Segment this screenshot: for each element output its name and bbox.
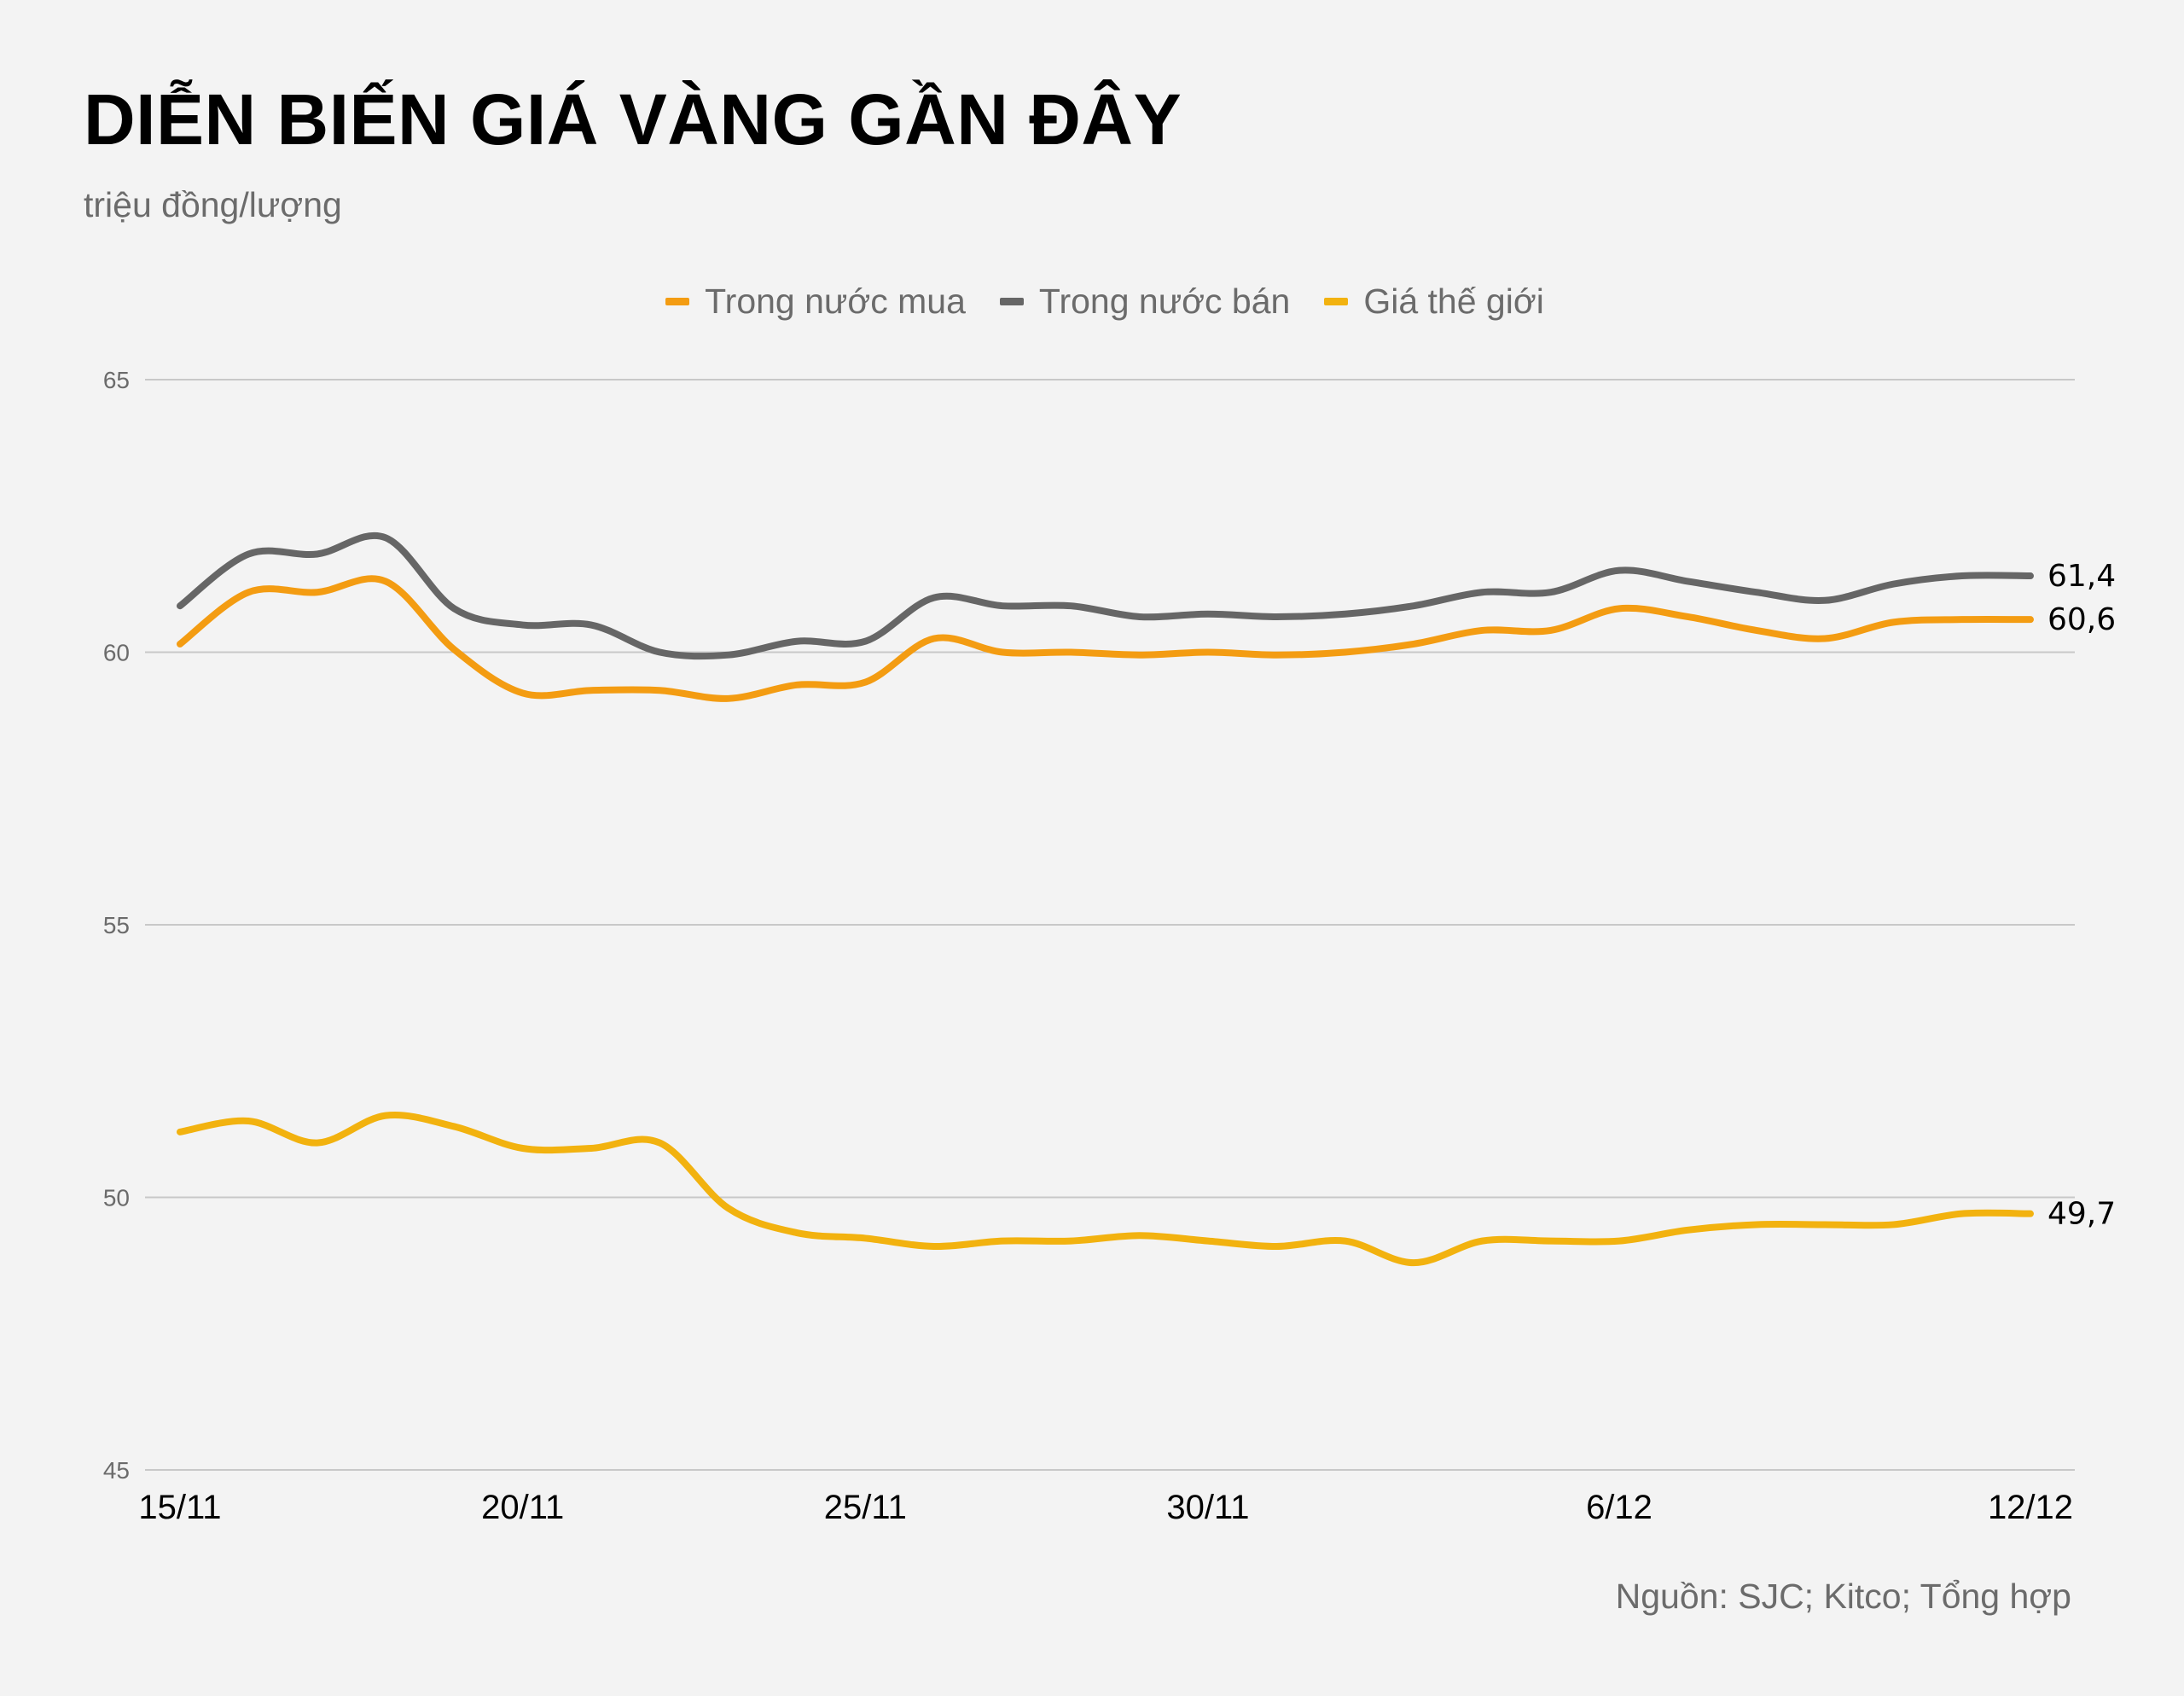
y-tick-label: 60 — [103, 640, 130, 666]
y-axis-ticks: 45 50 55 60 65 — [103, 367, 130, 1484]
x-tick-label: 6/12 — [1586, 1489, 1653, 1526]
x-tick-label: 25/11 — [824, 1489, 907, 1526]
x-axis-ticks: 15/11 20/11 25/11 30/11 6/12 12/12 — [138, 1489, 2073, 1526]
source-note: Nguồn: SJC; Kitco; Tổng hợp — [1615, 1577, 2071, 1616]
gridlines — [145, 379, 2075, 1471]
chart-subtitle: triệu đồng/lượng — [84, 185, 342, 224]
end-label-sell: 61,4 — [2048, 559, 2116, 594]
legend-swatch-world — [1324, 298, 1349, 305]
legend-label-buy: Trong nước mua — [705, 282, 966, 321]
x-tick-label: 30/11 — [1166, 1489, 1249, 1526]
end-label-buy: 60,6 — [2048, 602, 2116, 637]
legend-swatch-sell — [999, 298, 1024, 305]
series-line-sell — [177, 531, 2034, 660]
y-tick-label: 45 — [103, 1457, 130, 1484]
x-tick-label: 15/11 — [138, 1489, 221, 1526]
end-labels: 49,7 60,6 61,4 — [2048, 559, 2116, 1232]
y-tick-label: 50 — [103, 1185, 130, 1211]
x-tick-label: 12/12 — [1988, 1489, 2073, 1526]
legend-item-buy: Trong nước mua — [665, 282, 966, 322]
x-tick-label: 20/11 — [481, 1489, 564, 1526]
legend-label-world: Giá thế giới — [1363, 282, 1544, 321]
legend-item-world: Giá thế giới — [1324, 282, 1544, 322]
legend-swatch-buy — [665, 298, 690, 305]
series-line-world — [177, 1112, 2034, 1267]
series-lines — [177, 531, 2034, 1267]
series-line-buy — [177, 575, 2034, 702]
legend: Trong nước mua Trong nước bán Giá thế gi… — [0, 282, 2184, 322]
legend-item-sell: Trong nước bán — [999, 282, 1291, 322]
chart-title: DIỄN BIẾN GIÁ VÀNG GẦN ĐÂY — [84, 79, 1182, 160]
legend-label-sell: Trong nước bán — [1038, 282, 1291, 321]
y-tick-label: 65 — [103, 367, 130, 393]
y-tick-label: 55 — [103, 912, 130, 938]
end-label-world: 49,7 — [2048, 1197, 2116, 1232]
